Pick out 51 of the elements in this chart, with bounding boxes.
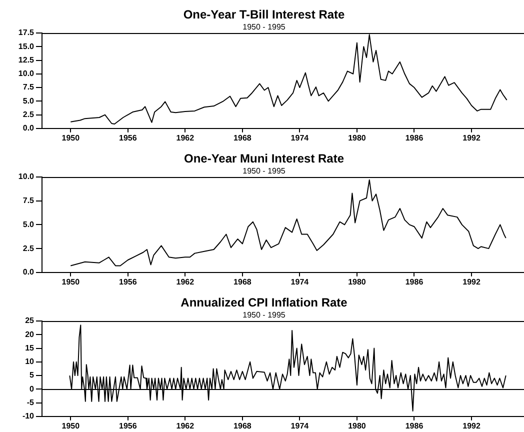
y-tick-label: 10.0 bbox=[18, 69, 35, 78]
x-tick-label: 1956 bbox=[119, 421, 138, 430]
x-tick-label: 1974 bbox=[290, 277, 310, 286]
x-tick-label: 1968 bbox=[234, 421, 252, 430]
y-tick-label: 2.5 bbox=[22, 244, 35, 253]
y-tick-label: 10 bbox=[25, 357, 35, 366]
x-tick-label: 1950 bbox=[62, 133, 80, 142]
chart-title: One-Year T-Bill Interest Rate bbox=[183, 8, 346, 22]
x-tick-label: 1950 bbox=[62, 277, 80, 286]
x-tick-label: 1962 bbox=[176, 277, 195, 286]
chart-subtitle: 1950 - 1995 bbox=[242, 166, 286, 176]
x-tick-label: 1956 bbox=[119, 133, 138, 142]
x-tick-label: 1956 bbox=[119, 277, 138, 286]
y-tick-label: 5.0 bbox=[22, 220, 35, 229]
y-tick-label: 0.0 bbox=[22, 268, 35, 277]
x-tick-label: 1968 bbox=[234, 277, 252, 286]
x-tick-label: 1986 bbox=[405, 277, 424, 286]
y-tick-label: 15.0 bbox=[18, 42, 35, 51]
chart-title: One-Year Muni Interest Rate bbox=[184, 152, 344, 166]
y-tick-label: 7.5 bbox=[22, 82, 35, 92]
y-tick-label: 0 bbox=[30, 384, 35, 394]
y-tick-label: 0.0 bbox=[22, 124, 35, 133]
chart-subtitle: 1950 - 1995 bbox=[242, 310, 286, 320]
x-tick-label: 1986 bbox=[405, 421, 424, 430]
chart-title: Annualized CPI Inflation Rate bbox=[180, 296, 348, 310]
x-tick-label: 1980 bbox=[348, 277, 366, 286]
x-tick-label: 1980 bbox=[348, 133, 366, 142]
chart-subtitle: 1950 - 1995 bbox=[242, 22, 286, 32]
x-tick-label: 1992 bbox=[462, 277, 481, 286]
y-tick-label: 12.5 bbox=[18, 55, 35, 64]
x-tick-label: 1950 bbox=[62, 421, 80, 430]
x-tick-label: 1968 bbox=[234, 133, 252, 142]
x-tick-label: 1962 bbox=[176, 421, 195, 430]
y-tick-label: 7.5 bbox=[22, 196, 35, 206]
y-tick-label: 25 bbox=[25, 316, 35, 326]
y-tick-label: 20 bbox=[25, 330, 35, 339]
x-tick-label: 1992 bbox=[462, 133, 481, 142]
x-tick-label: 1962 bbox=[176, 133, 195, 142]
x-tick-label: 1974 bbox=[290, 421, 310, 430]
y-tick-label: 5 bbox=[30, 370, 35, 380]
x-tick-label: 1980 bbox=[348, 421, 366, 430]
y-tick-label: 10.0 bbox=[18, 172, 35, 182]
y-tick-label: 2.5 bbox=[22, 110, 35, 119]
x-tick-label: 1986 bbox=[405, 133, 424, 142]
y-tick-label: -10 bbox=[22, 412, 35, 421]
y-tick-label: 17.5 bbox=[18, 28, 35, 38]
y-tick-label: 5.0 bbox=[22, 96, 35, 106]
x-tick-label: 1974 bbox=[290, 133, 310, 142]
y-tick-label: -5 bbox=[26, 398, 35, 407]
x-tick-label: 1992 bbox=[462, 421, 481, 430]
y-tick-label: 15 bbox=[25, 343, 35, 352]
